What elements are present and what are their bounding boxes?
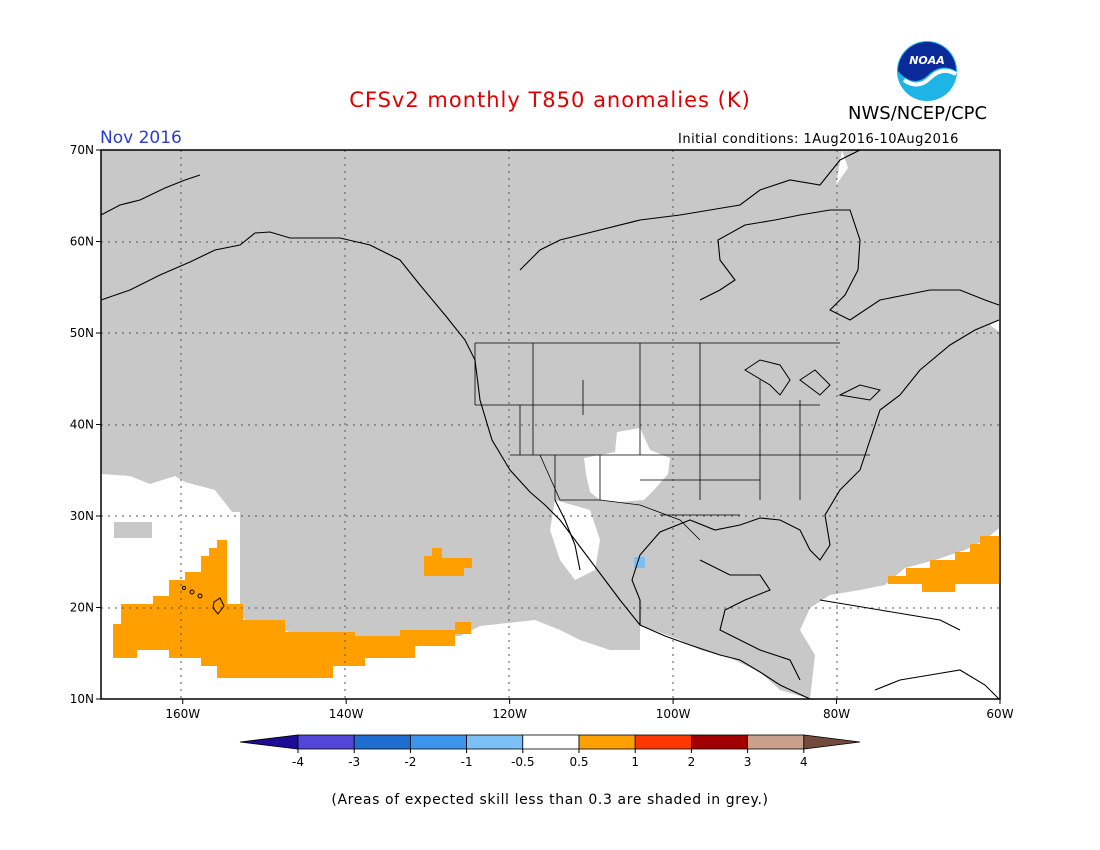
- longitude-axis: 160W 140W 120W 100W 80W 60W: [165, 699, 1014, 721]
- lat-tick-label: 30N: [70, 509, 94, 523]
- noaa-logo: NOAA: [897, 41, 957, 101]
- great-lakes: [744, 359, 881, 401]
- colorbar-label: 4: [800, 755, 808, 769]
- colorbar-arrow-min: [239, 734, 299, 750]
- lon-tick-label: 80W: [823, 707, 850, 721]
- initial-conditions: Initial conditions: 1Aug2016-10Aug2016: [678, 132, 959, 147]
- colorbar-swatch: [691, 734, 749, 750]
- lat-tick-label: 50N: [70, 326, 94, 340]
- colorbar-label: -1: [461, 755, 473, 769]
- coastlines: [100, 149, 1000, 700]
- positive-anomaly-offshore: [424, 548, 472, 576]
- lat-tick-label: 10N: [70, 692, 94, 706]
- colorbar-label: -3: [348, 755, 360, 769]
- colorbar-swatch: [578, 734, 636, 750]
- hawaii-islands: [181, 585, 225, 615]
- political-borders: [474, 342, 870, 541]
- colorbar-legend: -4 -3 -2 -1 -0.5 0.5 1 2 3 4: [239, 734, 861, 769]
- noaa-logo-text: NOAA: [909, 54, 945, 67]
- lon-tick-label: 100W: [656, 707, 691, 721]
- positive-anomaly-atlantic: [888, 528, 999, 592]
- lon-tick-label: 160W: [165, 707, 200, 721]
- colorbar-swatch: [409, 734, 467, 750]
- map-gridlines: [101, 150, 999, 699]
- colorbar-label: -4: [292, 755, 304, 769]
- weak-negative-anomaly: [634, 557, 645, 568]
- colorbar-swatch: [466, 734, 524, 750]
- colorbar-label: -2: [404, 755, 416, 769]
- latitude-axis: 70N 60N 50N 40N 30N 20N 10N: [70, 143, 101, 706]
- lon-tick-label: 140W: [329, 707, 364, 721]
- lon-tick-label: 60W: [986, 707, 1013, 721]
- agency-label: NWS/NCEP/CPC: [848, 103, 988, 124]
- colorbar-swatch: [353, 734, 411, 750]
- colorbar-swatch: [634, 734, 692, 750]
- colorbar-label: 3: [744, 755, 752, 769]
- colorbar-label: -0.5: [511, 755, 534, 769]
- colorbar-label: 2: [688, 755, 696, 769]
- lat-tick-label: 40N: [70, 418, 94, 432]
- lat-tick-label: 70N: [70, 143, 94, 157]
- lon-tick-label: 120W: [492, 707, 527, 721]
- lat-tick-label: 60N: [70, 235, 94, 249]
- positive-anomaly-hawaii: [113, 540, 471, 678]
- map-title: CFSv2 monthly T850 anomalies (K): [349, 88, 751, 112]
- colorbar-swatch: [747, 734, 805, 750]
- lat-tick-label: 20N: [70, 601, 94, 615]
- grey-islet: [114, 522, 152, 538]
- skill-hole-southwest: [584, 428, 670, 502]
- colorbar-arrow-max: [803, 734, 861, 750]
- colorbar-label: 1: [631, 755, 639, 769]
- colorbar-label: 0.5: [569, 755, 588, 769]
- forecast-month: Nov 2016: [100, 128, 182, 148]
- colorbar-swatch: [522, 734, 580, 750]
- skill-note: (Areas of expected skill less than 0.3 a…: [331, 792, 769, 808]
- colorbar-swatch: [297, 734, 355, 750]
